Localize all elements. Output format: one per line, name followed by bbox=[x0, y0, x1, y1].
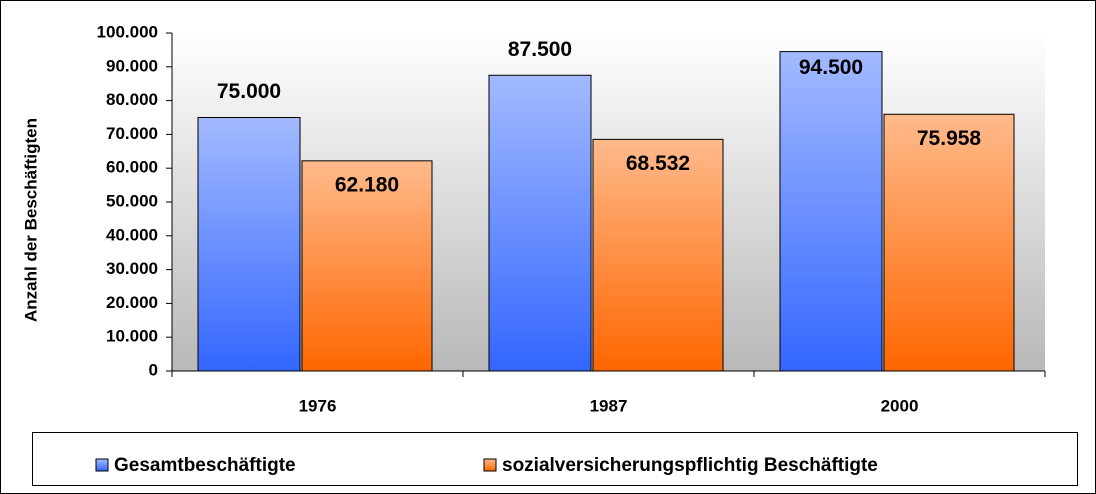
x-tick-label: 1987 bbox=[590, 396, 628, 415]
y-tick-label: 60.000 bbox=[106, 158, 158, 177]
y-tick-label: 40.000 bbox=[106, 225, 158, 244]
y-tick-label: 10.000 bbox=[106, 327, 158, 346]
y-tick-label: 80.000 bbox=[106, 90, 158, 109]
value-label: 75.958 bbox=[917, 127, 982, 150]
y-tick-label: 100.000 bbox=[97, 22, 158, 41]
bar bbox=[488, 74, 592, 372]
legend-swatch bbox=[483, 458, 497, 472]
value-label: 62.180 bbox=[335, 173, 399, 196]
value-label: 68.532 bbox=[626, 152, 690, 175]
bar bbox=[301, 160, 433, 372]
bar bbox=[197, 117, 301, 372]
legend-label: sozialversicherungspflichtig Beschäftigt… bbox=[502, 455, 878, 476]
y-tick-label: 30.000 bbox=[106, 259, 158, 278]
legend-swatch bbox=[95, 458, 109, 472]
value-label: 94.500 bbox=[799, 56, 863, 79]
value-label: 75.000 bbox=[217, 80, 281, 103]
bar bbox=[779, 51, 883, 372]
y-tick-label: 20.000 bbox=[106, 293, 158, 312]
y-tick-label: 90.000 bbox=[106, 56, 158, 75]
x-tick-label: 2000 bbox=[881, 396, 919, 415]
bar bbox=[592, 138, 724, 372]
x-tick-label: 1976 bbox=[299, 396, 337, 415]
legend-label: Gesamtbeschäftigte bbox=[114, 455, 296, 476]
bar bbox=[883, 113, 1015, 372]
y-axis-label: Anzahl der Beschäftigten bbox=[21, 118, 40, 322]
y-tick-label: 70.000 bbox=[106, 124, 158, 143]
legend bbox=[32, 432, 1078, 486]
value-label: 87.500 bbox=[508, 38, 572, 61]
y-tick-label: 0 bbox=[149, 360, 158, 379]
y-tick-label: 50.000 bbox=[106, 191, 158, 210]
